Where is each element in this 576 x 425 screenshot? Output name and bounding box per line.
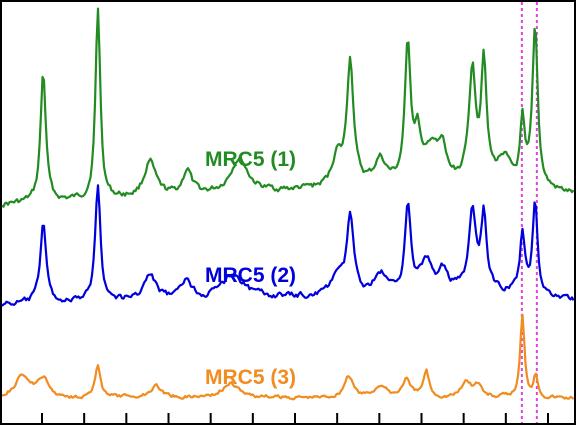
x-axis-ticks: [41, 413, 549, 423]
series-group: [1, 7, 575, 401]
series-line-2: [1, 184, 575, 307]
series-label-mrc5-3: MRC5 (3): [205, 366, 296, 389]
series-line-1: [1, 7, 575, 208]
series-line-3: [1, 313, 575, 401]
series-label-mrc5-2: MRC5 (2): [205, 264, 296, 287]
series-label-mrc5-1: MRC5 (1): [205, 148, 296, 171]
